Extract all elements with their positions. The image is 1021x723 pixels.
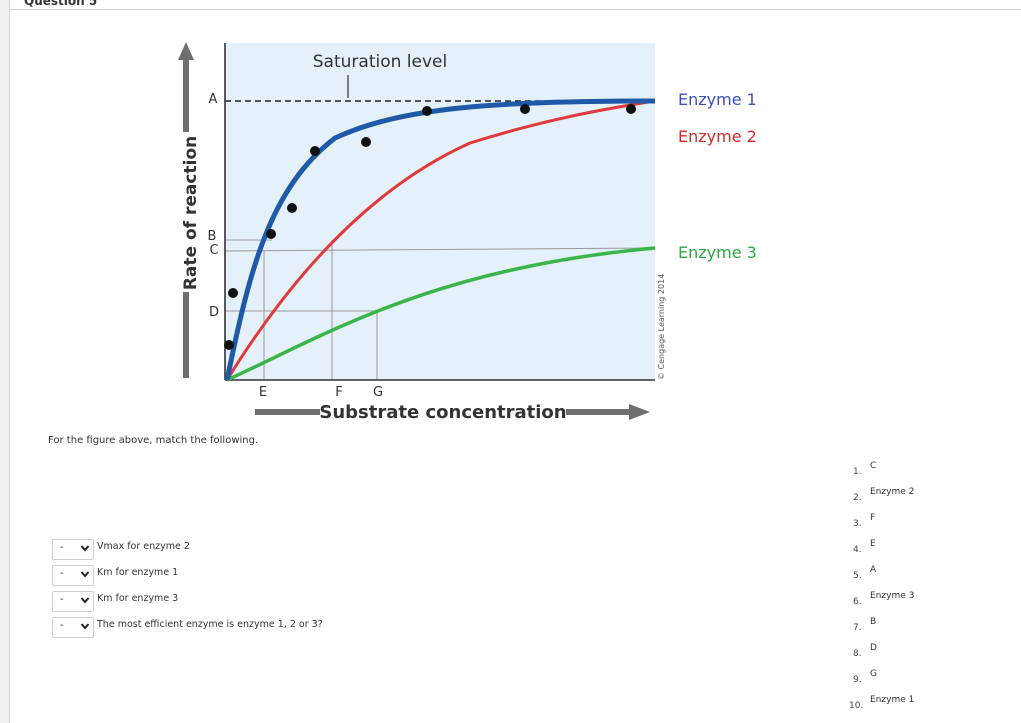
answer-number: 6. [853, 597, 862, 607]
y-marker-c: C [209, 243, 218, 258]
answer-text: E [870, 539, 876, 549]
x-marker-e: E [259, 385, 267, 400]
answer-text: D [870, 643, 877, 653]
match-select-km-enzyme3[interactable]: - [52, 591, 94, 612]
data-point [228, 288, 238, 298]
data-point [422, 106, 432, 116]
enzyme1-curve [224, 98, 656, 381]
answer-text: A [870, 565, 877, 575]
figure-credit: © Cengage Learning 2014 [657, 274, 666, 380]
answer-text: G [870, 669, 877, 679]
answer-item: 9. G [836, 667, 1016, 687]
answer-number: 1. [853, 467, 862, 477]
match-label: Km for enzyme 3 [97, 593, 179, 604]
x-axis-label: Substrate concentration [319, 402, 566, 423]
answer-item: 2. Enzyme 2 [836, 485, 1016, 505]
answer-item: 4. E [836, 537, 1016, 557]
y-arrow-head [178, 42, 194, 60]
answer-number: 7. [853, 623, 862, 633]
match-select-value: - [60, 620, 64, 631]
answer-number: 8. [853, 649, 862, 659]
data-point [626, 104, 636, 114]
enzyme2-curve [225, 99, 656, 381]
saturation-label: Saturation level [313, 52, 447, 72]
legend-enzyme2: Enzyme 2 [678, 127, 757, 146]
answer-text: Enzyme 3 [870, 591, 915, 601]
chevron-down-icon [80, 571, 90, 578]
chevron-down-icon [80, 597, 90, 604]
y-marker-d: D [209, 305, 219, 320]
answer-text: Enzyme 1 [870, 695, 915, 705]
guide-lines [224, 239, 656, 380]
data-point [520, 104, 530, 114]
y-axis-label: Rate of reaction [181, 136, 201, 290]
enzyme3-curve [226, 246, 656, 382]
enzyme-kinetics-figure: Saturation level Rate of reaction Substr… [170, 38, 770, 438]
question-divider [9, 9, 1021, 10]
y-marker-a: A [209, 92, 218, 107]
data-point [287, 203, 297, 213]
match-label: Km for enzyme 1 [97, 567, 179, 578]
chevron-down-icon [80, 623, 90, 630]
answer-item: 10. Enzyme 1 [836, 693, 1016, 713]
answer-number: 5. [853, 571, 862, 581]
legend-enzyme1: Enzyme 1 [678, 90, 757, 109]
legend-enzyme3: Enzyme 3 [678, 243, 757, 262]
y-label-bg [176, 132, 197, 292]
y-marker-b: B [208, 229, 217, 244]
match-select-most-efficient[interactable]: - [52, 617, 94, 638]
data-point [310, 146, 320, 156]
answer-item: 8. D [836, 641, 1016, 661]
answer-item: 1. C [836, 459, 1016, 479]
data-points [224, 104, 636, 350]
data-point [266, 229, 276, 239]
chevron-down-icon [80, 545, 90, 552]
answer-item: 6. Enzyme 3 [836, 589, 1016, 609]
instructions-text: For the figure above, match the followin… [48, 435, 259, 446]
match-label: The most efficient enzyme is enzyme 1, 2… [97, 619, 323, 630]
answer-text: C [870, 461, 877, 471]
x-arrow-head [629, 404, 650, 420]
match-select-value: - [60, 542, 64, 553]
guide-c-h [224, 247, 656, 252]
x-label-bg [320, 400, 566, 424]
answer-item: 5. A [836, 563, 1016, 583]
data-point [361, 137, 371, 147]
answer-number: 3. [853, 519, 862, 529]
left-gutter [0, 0, 10, 723]
match-select-vmax-enzyme2[interactable]: - [52, 539, 94, 560]
answer-item: 3. F [836, 511, 1016, 531]
match-label: Vmax for enzyme 2 [97, 541, 190, 552]
match-select-km-enzyme1[interactable]: - [52, 565, 94, 586]
answer-number: 9. [853, 675, 862, 685]
match-select-value: - [60, 568, 64, 579]
answer-text: F [870, 513, 876, 523]
answer-text: Enzyme 2 [870, 487, 915, 497]
answer-number: 4. [853, 545, 862, 555]
figure-svg: Saturation level Rate of reaction Substr… [176, 42, 757, 424]
data-point [224, 340, 234, 350]
x-marker-g: G [373, 385, 383, 400]
match-select-value: - [60, 594, 64, 605]
question-header: Question 5 [24, 0, 98, 8]
answer-number: 10. [849, 701, 864, 711]
answer-number: 2. [853, 493, 862, 503]
answer-text: B [870, 617, 877, 627]
answer-item: 7. B [836, 615, 1016, 635]
x-marker-f: F [335, 385, 342, 400]
